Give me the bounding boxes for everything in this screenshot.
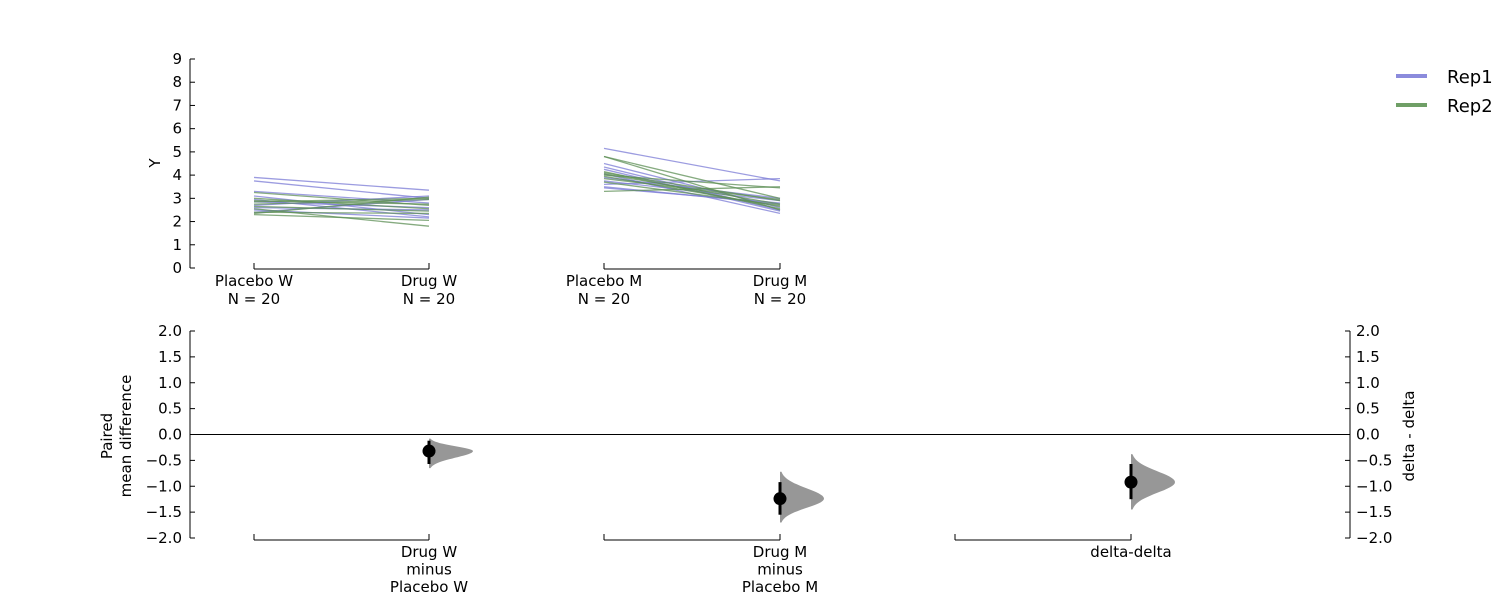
x-tick-label: N = 20 — [403, 290, 455, 308]
x-tick-label: Drug W — [401, 272, 458, 290]
x-tick-label: Placebo M — [566, 272, 642, 290]
y2-tick-label: −2.0 — [1356, 529, 1392, 547]
x-tick-label: Drug M — [753, 272, 807, 290]
x-tick-label: N = 20 — [578, 290, 630, 308]
y-tick-label: 1 — [172, 236, 182, 254]
y-tick-label: 1.5 — [158, 348, 182, 366]
y-tick-label: 3 — [172, 189, 182, 207]
y-tick-label: −1.0 — [146, 477, 182, 495]
y2-tick-label: 1.0 — [1356, 374, 1380, 392]
y-tick-label: 4 — [172, 166, 182, 184]
mean-point — [1124, 475, 1138, 489]
mean-point — [773, 492, 787, 506]
bootstrap-distribution — [780, 471, 824, 523]
y-tick-label: 1.0 — [158, 374, 182, 392]
paired-line-rep2 — [253, 213, 430, 222]
effect-size-panel: −2.0 −1.5 −1.0 −0.5 0.0 0.5 1.0 1.5 2.0 −2.0 −1.5 −… — [98, 322, 1418, 596]
y-tick-label: 6 — [172, 120, 182, 138]
paired-line-rep2 — [603, 155, 781, 199]
x-tick-label: Placebo M — [742, 578, 818, 596]
y2-axis-title: delta - delta — [1400, 391, 1418, 482]
y2-tick-label: 2.0 — [1356, 322, 1380, 340]
paired-line-rep2 — [603, 172, 781, 202]
paired-line-rep2 — [603, 181, 781, 206]
x-tick-label: N = 20 — [754, 290, 806, 308]
paired-line-rep1 — [253, 176, 430, 191]
y-tick-label: 7 — [172, 96, 182, 114]
y-tick-label: −1.5 — [146, 503, 182, 521]
bootstrap-distribution — [429, 438, 473, 469]
paired-line-rep2 — [253, 196, 430, 215]
x-tick-label: Drug M — [753, 543, 807, 561]
x-tick-label: Placebo W — [215, 272, 293, 290]
y-tick-label: 9 — [172, 50, 182, 68]
paired-line-rep1 — [603, 147, 781, 182]
legend: Rep1 Rep2 — [1396, 67, 1493, 117]
y2-tick-label: −1.5 — [1356, 503, 1392, 521]
y2-tick-label: −1.0 — [1356, 477, 1392, 495]
x-tick-label: Placebo W — [390, 578, 468, 596]
paired-line-rep2 — [253, 211, 430, 215]
y-tick-label: 0.0 — [158, 426, 182, 444]
x-tick-label: N = 20 — [228, 290, 280, 308]
legend-label-rep2: Rep2 — [1447, 96, 1493, 117]
y2-tick-label: 0.5 — [1356, 400, 1380, 418]
y-axis-title: mean difference — [117, 375, 135, 498]
y-tick-label: 2.0 — [158, 322, 182, 340]
y-tick-label: −0.5 — [146, 451, 182, 469]
y-tick-label: 8 — [172, 73, 182, 91]
x-tick-label: delta-delta — [1090, 543, 1171, 561]
y-tick-label: −2.0 — [146, 529, 182, 547]
bootstrap-distribution — [1131, 454, 1175, 510]
y2-tick-label: 0.0 — [1356, 426, 1380, 444]
paired-line-rep2 — [253, 191, 430, 206]
paired-line-rep2 — [253, 197, 430, 203]
y-tick-label: 0 — [172, 259, 182, 277]
y-tick-label: 0.5 — [158, 400, 182, 418]
x-tick-label: minus — [757, 561, 803, 579]
paired-line-rep1 — [253, 180, 430, 199]
x-tick-label: minus — [406, 561, 452, 579]
y-axis-title: Y — [146, 158, 164, 169]
x-tick-label: Drug W — [401, 543, 458, 561]
paired-line-rep2 — [603, 186, 781, 193]
paired-line-rep2 — [253, 197, 430, 210]
y2-tick-label: 1.5 — [1356, 348, 1380, 366]
paired-line-rep2 — [253, 205, 430, 212]
y2-tick-label: −0.5 — [1356, 451, 1392, 469]
y-tick-label: 5 — [172, 143, 182, 161]
y-axis-title: Paired — [98, 413, 116, 459]
y-tick-label: 2 — [172, 213, 182, 231]
mean-point — [422, 444, 436, 458]
legend-label-rep1: Rep1 — [1447, 67, 1493, 88]
